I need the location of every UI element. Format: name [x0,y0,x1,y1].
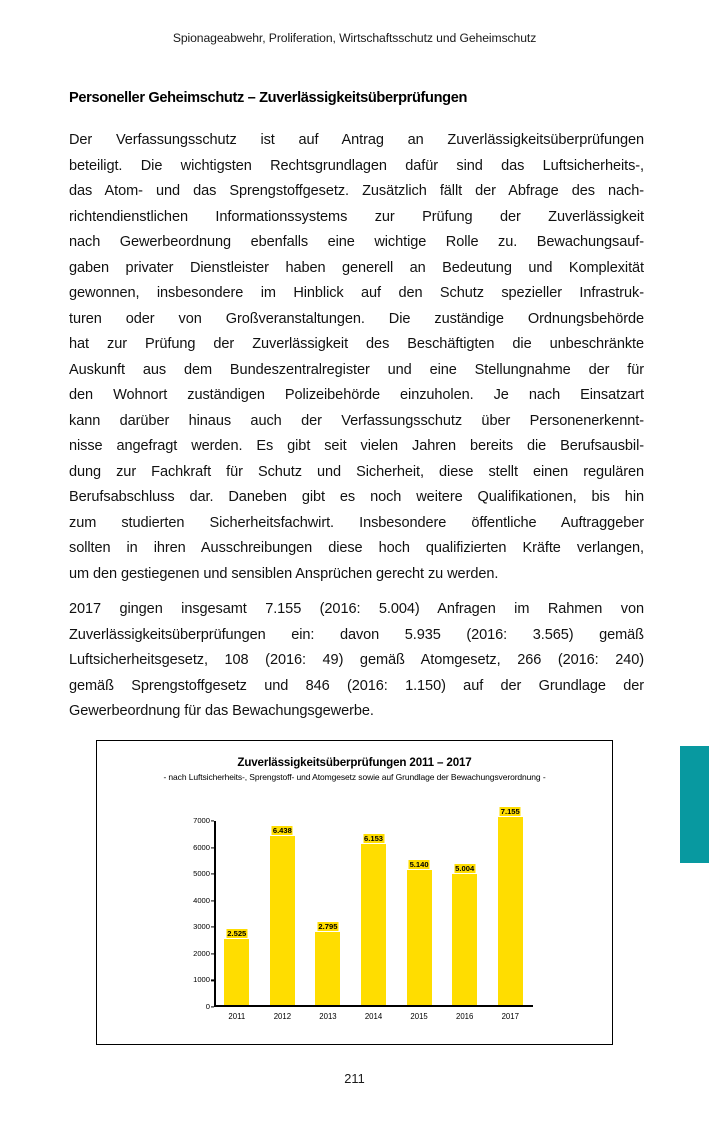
y-tick-mark [210,926,214,928]
x-tick-label: 2017 [501,1012,519,1021]
text-line: Luftsicherheitsgesetz, 108 (2016: 49) ge… [69,652,644,668]
text-line: beteiligt. Die wichtigsten Rechtsgrundla… [69,157,644,174]
bar-value-label: 6.438 [271,826,293,836]
y-tick-label: 5000 [193,869,210,879]
bar-value-label: 5.004 [454,863,476,873]
text-line: sollten in ihren Ausschreibungen diese h… [69,540,644,556]
body-paragraph-2: 2017 gingen insgesamt 7.155 (2016: 5.004… [69,597,644,725]
paragraph-text: 2017 gingen insgesamt 7.155 (2016: 5.004… [69,597,644,725]
bar-slot: 6.438 [260,821,306,1006]
y-tick-mark [210,900,214,902]
bar-value-label: 6.153 [363,833,385,843]
paragraph-text: Der Verfassungsschutz ist auf Antrag an … [69,128,644,587]
body-paragraph-1: Der Verfassungsschutz ist auf Antrag an … [69,128,644,587]
y-axis [214,821,216,1007]
bar: 5.140 [406,860,432,1006]
running-head: Spionageabwehr, Proliferation, Wirtschaf… [172,31,537,45]
text-line: Berufsabschluss dar. Daneben gibt es noc… [69,489,644,505]
text-line: um den gestiegenen und sensiblen Ansprüc… [69,565,499,582]
bar-value-label: 2.795 [317,921,339,931]
text-line: 2017 gingen insgesamt 7.155 (2016: 5.004… [69,601,644,617]
bar: 7.155 [497,807,523,1006]
text-line: gaben privater Dienstleister haben gener… [69,259,644,276]
text-line: richtendienstlichen Informationssystems … [69,208,644,225]
text-line: nisse angefragt werden. Es gibt seit vie… [69,438,644,454]
x-tick-label: 2014 [364,1012,383,1021]
y-tick-mark [210,873,214,875]
x-tick-label: 2012 [273,1012,292,1021]
text-line: das Atom- und das Sprengstoffgesetz. Zus… [69,183,644,199]
text-line: Gewerbeordnung für das Bewachungsgewerbe… [69,703,374,719]
y-tick-label: 1000 [193,975,210,985]
text-line: nach Gewerbeordnung ebenfalls eine wicht… [69,234,644,250]
text-line: dung zur Fachkraft für Schutz und Sicher… [69,463,644,480]
bar-slot: 5.004 [442,821,488,1006]
y-tick-mark [210,979,214,982]
text-line: Auskunft aus dem Bundeszentralregister u… [69,361,644,378]
y-tick-label: 2000 [193,949,210,959]
x-tick-label: 2013 [319,1012,337,1021]
text-line: hat zur Prüfung der Zuverlässigkeit des … [69,336,644,352]
y-tick-label: 6000 [193,842,210,852]
bar-slot: 2.525 [214,821,260,1006]
x-tick-label: 2016 [456,1012,474,1021]
chart-title: Zuverlässigkeitsüberprüfungen 2011 – 201… [237,756,472,769]
text-line: gemäß Sprengstoffgesetz und 846 (2016: 1… [69,677,644,694]
bar: 6.153 [361,833,387,1006]
text-line: Zuverlässigkeitsüberprüfungen ein: davon… [69,626,644,643]
y-tick-mark [210,1006,214,1008]
page-number: 211 [344,1071,365,1086]
y-tick-label: 3000 [193,922,210,932]
y-tick-mark [210,820,214,822]
text-line: gewonnen, insbesondere im Hinblick auf d… [69,285,644,301]
chart-plot-area: 0 1000 2000 3000 4000 5000 6000 7000 2.525 6.438… [193,807,533,1021]
bar-slot: 2.795 [305,821,351,1006]
y-tick-mark [210,953,214,955]
x-axis-labels: 2011 2012 2013 2014 2015 2016 2017 [214,1012,533,1021]
bar-value-label: 5.140 [408,860,430,870]
bar: 2.525 [224,929,250,1006]
chart-figure: Zuverlässigkeitsüberprüfungen 2011 – 201… [96,740,613,1045]
chart-subtitle: - nach Luftsicherheits-, Sprengstoff- un… [163,772,546,782]
bar-slot: 7.155 [487,807,533,1006]
bar: 2.795 [315,921,341,1006]
bar: 6.438 [269,826,295,1006]
chapter-side-tab [680,746,709,863]
bar-slot: 5.140 [396,821,442,1006]
bar-value-label: 7.155 [499,807,521,817]
x-tick-label: 2015 [410,1012,428,1021]
text-line: Der Verfassungsschutz ist auf Antrag an … [69,132,644,148]
text-line: turen oder von Großveranstaltungen. Die … [69,310,644,327]
bar-series: 2.525 6.438 2.795 6.153 5.140 5.004 7.155 [214,807,533,1006]
text-line: zum studierten Sicherheitsfachwirt. Insb… [69,514,644,531]
bar-slot: 6.153 [351,821,397,1006]
bar: 5.004 [452,863,478,1006]
y-tick-label: 4000 [193,895,210,905]
y-tick-label: 7000 [193,816,210,826]
y-tick-label: 0 [205,1002,210,1012]
page-title: Personeller Geheimschutz – Zuverlässigke… [69,89,468,106]
y-tick-mark [210,846,214,849]
bar-value-label: 2.525 [226,929,248,939]
text-line: den Wohnort zuständigen Polizeibehörde e… [69,387,644,403]
x-tick-label: 2011 [228,1012,246,1021]
x-axis [214,1005,533,1007]
text-line: kann darüber hinaus auch der Verfassungs… [69,412,644,429]
